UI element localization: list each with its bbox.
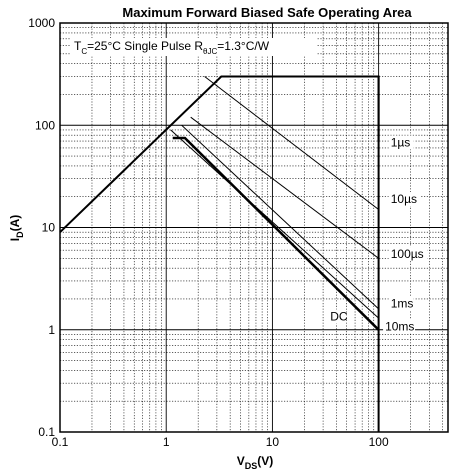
curve-label: 1µs [391,135,411,149]
curve-label: 1ms [391,297,414,311]
x-tick-label: 0.1 [52,435,69,449]
y-axis-label-main: I [8,238,22,241]
y-tick-label: 1 [48,323,55,337]
series-line-100us [190,116,379,259]
curve-label: DC [330,309,348,323]
series-line-10us [204,76,379,210]
chart-title: Maximum Forward Biased Safe Operating Ar… [122,5,412,20]
curve-label-background [388,296,414,311]
x-axis-label: VDS(V) [237,454,274,471]
y-tick-label: 0.1 [38,425,55,439]
x-axis-label-sub: DS [245,461,258,471]
curve-label-background [383,319,416,334]
y-axis-label-sub: D [15,231,25,238]
series-line-dc [172,136,380,331]
plot-frame [59,22,449,433]
tc-rest: =25°C Single Pulse R [87,39,203,53]
x-tick-label: 10 [266,435,280,449]
test-conditions-background [70,38,316,56]
tick-labels: 0.1 1 10 100 0.1 1 10 100 1000 [28,16,389,449]
series-line-1ms [181,124,379,310]
series-line-1us [59,75,380,233]
series-line-10ms [170,129,379,319]
grid [59,22,448,433]
curve-label: 10µs [391,192,417,206]
curve-labels: 1µs 10µs 100µs 1ms 10ms DC [328,135,428,334]
curve-label: 10ms [385,319,414,333]
x-tick-label: 100 [369,435,389,449]
x-axis-label-unit: (V) [257,454,273,468]
tc-subscript: C [81,47,87,56]
y-tick-label: 100 [35,118,55,132]
y-tick-label: 1000 [28,16,55,30]
x-axis-label-main: V [237,454,245,468]
curve-label: 100µs [391,247,424,261]
y-tick-label: 10 [42,221,56,235]
series-layer [59,75,380,432]
tc-symbol: T [74,39,82,53]
curve-label-background [328,309,347,324]
curve-label-background [388,247,428,262]
curve-label-background [388,191,421,206]
test-conditions: TC=25°C Single Pulse RθJC=1.3°C/W [74,39,270,56]
r-rest: =1.3°C/W [217,39,269,53]
r-subscript: θJC [203,47,217,56]
curve-label-background [388,135,414,150]
y-axis-label: ID(A) [8,215,25,242]
x-tick-label: 1 [163,435,170,449]
y-axis-label-unit: (A) [8,215,22,232]
